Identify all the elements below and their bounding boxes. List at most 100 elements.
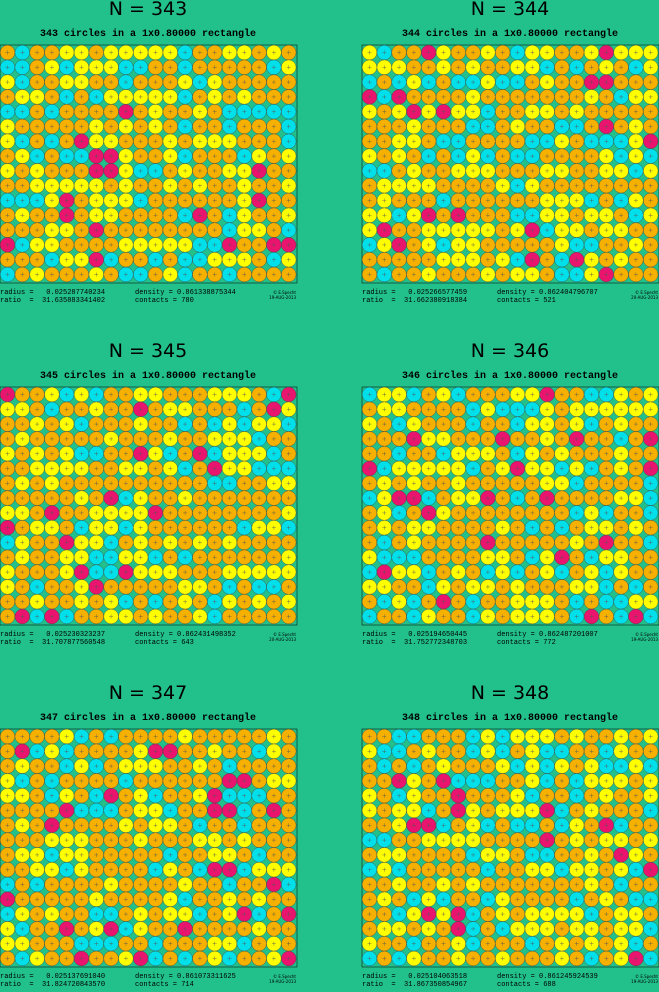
circle-cross — [471, 124, 476, 129]
density: density = 0.862431498352 — [135, 631, 236, 639]
circle-cross — [515, 139, 520, 144]
circle-cross — [197, 198, 202, 203]
circle-cross — [500, 50, 505, 55]
circle-cross — [197, 392, 202, 397]
radius: radius = 0.025104063518 — [362, 973, 467, 981]
circle-cross — [197, 407, 202, 412]
circle-cross — [49, 481, 54, 486]
circle-cross — [545, 50, 550, 55]
circle-cross — [286, 50, 291, 55]
circle-cross — [471, 50, 476, 55]
density: density = 0.861245924539 — [497, 973, 598, 981]
circle-cross — [109, 154, 114, 159]
circle-cross — [5, 392, 10, 397]
circle-cross — [49, 257, 54, 262]
circle-cross — [286, 407, 291, 412]
circle-cross — [515, 50, 520, 55]
circle-cross — [530, 80, 535, 85]
date: 19-AUG-2013 — [631, 637, 658, 642]
circle-cross — [109, 124, 114, 129]
circle-cross — [212, 80, 217, 85]
circle-cross — [559, 228, 564, 233]
circle-cross — [589, 154, 594, 159]
circle-cross — [197, 228, 202, 233]
circle-cross — [20, 451, 25, 456]
circle-cross — [286, 392, 291, 397]
circle-cross — [633, 257, 638, 262]
circle-cross — [257, 392, 262, 397]
circle-cross — [530, 213, 535, 218]
circle-cross — [94, 496, 99, 501]
circle-cross — [64, 422, 69, 427]
circle-cross — [574, 198, 579, 203]
circle-cross — [20, 436, 25, 441]
circle-cross — [633, 272, 638, 277]
circle-cross — [485, 109, 490, 114]
circle-cross — [94, 154, 99, 159]
circle-cross — [64, 109, 69, 114]
circle-cross — [397, 228, 402, 233]
circle-cross — [227, 257, 232, 262]
circle-cross — [64, 392, 69, 397]
circle-cross — [367, 139, 372, 144]
circle-cross — [153, 422, 158, 427]
circle-cross — [367, 228, 372, 233]
circle-cross — [197, 50, 202, 55]
circle-cross — [212, 124, 217, 129]
circle-cross — [5, 496, 10, 501]
circle-cross — [257, 242, 262, 247]
circle-cross — [648, 154, 653, 159]
circle-cross — [530, 272, 535, 277]
circle-cross — [604, 213, 609, 218]
circle-cross — [471, 139, 476, 144]
circle-cross — [153, 496, 158, 501]
circle-cross — [168, 422, 173, 427]
circle-cross — [212, 451, 217, 456]
circle-cross — [123, 213, 128, 218]
circle-cross — [79, 198, 84, 203]
circle-cross — [197, 94, 202, 99]
circle-cross — [456, 257, 461, 262]
circle-cross — [153, 124, 158, 129]
circle-cross — [257, 481, 262, 486]
circle-cross — [515, 198, 520, 203]
circle-cross — [197, 481, 202, 486]
circle-cross — [138, 183, 143, 188]
circle-cross — [456, 183, 461, 188]
circle-cross — [123, 257, 128, 262]
circle-cross — [530, 198, 535, 203]
circle-cross — [20, 50, 25, 55]
circle-cross — [227, 228, 232, 233]
circle-cross — [109, 257, 114, 262]
circle-cross — [604, 183, 609, 188]
circle-cross — [64, 451, 69, 456]
ratio: ratio = 31.635883341402 — [0, 297, 105, 305]
circle-cross — [242, 257, 247, 262]
circle-cross — [545, 65, 550, 70]
circle-cross — [367, 257, 372, 262]
circle-cross — [271, 168, 276, 173]
circle-cross — [123, 183, 128, 188]
circle-cross — [633, 154, 638, 159]
circle-cross — [257, 272, 262, 277]
circle-cross — [257, 124, 262, 129]
circle-cross — [49, 272, 54, 277]
circle-cross — [574, 139, 579, 144]
circle-cross — [79, 154, 84, 159]
radius: radius = 0.025137691040 — [0, 973, 105, 981]
circle-cross — [257, 466, 262, 471]
circle-cross — [138, 139, 143, 144]
circle-cross — [426, 257, 431, 262]
circle-cross — [286, 272, 291, 277]
circle-cross — [559, 80, 564, 85]
circle-cross — [545, 109, 550, 114]
circle-cross — [20, 109, 25, 114]
circle-cross — [648, 65, 653, 70]
circle-cross — [456, 154, 461, 159]
circle-cross — [5, 436, 10, 441]
circle-cross — [633, 213, 638, 218]
circle-cross — [559, 168, 564, 173]
circle-cross — [257, 50, 262, 55]
circle-cross — [619, 228, 624, 233]
contacts: contacts = 643 — [135, 639, 194, 647]
